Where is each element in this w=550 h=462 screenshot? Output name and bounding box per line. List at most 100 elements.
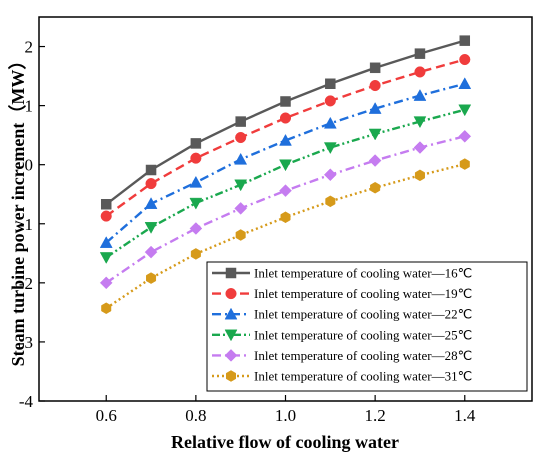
data-point bbox=[190, 138, 202, 149]
data-point bbox=[279, 184, 292, 198]
data-point bbox=[189, 175, 203, 188]
legend-label: Inlet temperature of cooling water—22℃ bbox=[254, 307, 472, 322]
y-axis-ticks: -4 -3 -2 -1 0 1 2 bbox=[19, 38, 45, 411]
data-point bbox=[145, 178, 157, 190]
data-point bbox=[235, 229, 246, 241]
y-tick-label: -2 bbox=[19, 274, 33, 293]
legend-label: Inlet temperature of cooling water—31℃ bbox=[254, 369, 472, 384]
legend-label: Inlet temperature of cooling water—16℃ bbox=[254, 266, 472, 281]
data-point bbox=[325, 78, 336, 90]
data-point bbox=[189, 222, 203, 235]
legend-item: Inlet temperature of cooling water—19℃ bbox=[212, 286, 472, 301]
data-point bbox=[144, 197, 158, 209]
legend-label: Inlet temperature of cooling water—25℃ bbox=[254, 327, 472, 342]
data-point bbox=[368, 154, 382, 167]
legend-marker bbox=[225, 370, 237, 382]
data-point bbox=[413, 141, 427, 154]
data-point bbox=[414, 66, 426, 78]
data-point bbox=[279, 159, 292, 172]
data-point bbox=[370, 181, 381, 194]
data-point bbox=[190, 248, 201, 260]
x-tick-label: 1.4 bbox=[454, 406, 476, 425]
legend-box bbox=[206, 261, 528, 392]
series-5 bbox=[99, 129, 472, 290]
data-point bbox=[279, 133, 292, 146]
legend-marker bbox=[224, 307, 238, 320]
legend-marker bbox=[224, 349, 238, 362]
y-tick-label: -4 bbox=[19, 392, 34, 411]
series-6 bbox=[101, 158, 470, 315]
y-tick-label: -1 bbox=[19, 215, 33, 234]
legend-item: Inlet temperature of cooling water—28℃ bbox=[212, 348, 472, 363]
legend-marker bbox=[224, 329, 238, 342]
y-tick-label: 0 bbox=[25, 156, 34, 175]
data-point bbox=[413, 116, 427, 129]
data-point bbox=[323, 168, 337, 182]
data-point bbox=[280, 96, 291, 107]
data-point bbox=[144, 222, 158, 234]
data-point bbox=[414, 169, 425, 182]
x-axis-title: Relative flow of cooling water bbox=[171, 432, 399, 452]
data-point bbox=[414, 48, 426, 59]
data-point bbox=[323, 142, 337, 155]
x-tick-label: 1.0 bbox=[275, 406, 296, 425]
legend-marker bbox=[225, 267, 237, 279]
series-2 bbox=[100, 53, 471, 222]
legend-item: Inlet temperature of cooling water—25℃ bbox=[212, 327, 472, 342]
data-point bbox=[235, 116, 246, 127]
data-point bbox=[458, 104, 472, 117]
series-layer bbox=[99, 35, 472, 315]
legend-item: Inlet temperature of cooling water—22℃ bbox=[212, 307, 472, 322]
series-1 bbox=[100, 35, 471, 210]
series-line bbox=[105, 135, 466, 284]
data-point bbox=[324, 95, 336, 107]
y-tick-label: 2 bbox=[25, 38, 34, 57]
x-axis-ticks: 0.6 0.8 1.0 1.2 1.4 bbox=[96, 395, 476, 425]
y-tick-label: -3 bbox=[19, 333, 33, 352]
legend-item: Inlet temperature of cooling water—16℃ bbox=[212, 266, 472, 281]
legend-label: Inlet temperature of cooling water—19℃ bbox=[254, 286, 472, 301]
data-point bbox=[99, 276, 113, 290]
data-point bbox=[459, 35, 471, 46]
data-point bbox=[459, 158, 470, 170]
data-point bbox=[280, 211, 291, 224]
data-point bbox=[369, 62, 381, 74]
data-point bbox=[458, 77, 472, 90]
series-line bbox=[105, 58, 466, 218]
data-point bbox=[100, 210, 112, 222]
data-point bbox=[235, 131, 247, 144]
data-point bbox=[413, 89, 427, 101]
legend-marker bbox=[225, 288, 237, 300]
x-tick-label: 0.8 bbox=[185, 406, 206, 425]
data-point bbox=[368, 128, 382, 141]
data-point bbox=[368, 102, 382, 114]
legend-label: Inlet temperature of cooling water—28℃ bbox=[254, 348, 472, 363]
data-point bbox=[145, 164, 157, 176]
data-point bbox=[99, 236, 113, 248]
data-point bbox=[189, 197, 203, 210]
data-point bbox=[325, 195, 336, 208]
data-point bbox=[99, 252, 113, 264]
data-point bbox=[369, 79, 381, 92]
series-line bbox=[105, 108, 466, 259]
legend-item: Inlet temperature of cooling water—31℃ bbox=[212, 369, 472, 384]
x-tick-label: 0.6 bbox=[96, 406, 117, 425]
x-tick-label: 1.2 bbox=[365, 406, 386, 425]
data-point bbox=[100, 199, 112, 210]
data-point bbox=[234, 179, 248, 192]
legend: Inlet temperature of cooling water—16℃ In… bbox=[206, 261, 528, 392]
data-point bbox=[101, 302, 112, 315]
data-point bbox=[190, 152, 202, 164]
data-point bbox=[458, 129, 472, 143]
data-point bbox=[234, 202, 248, 215]
series-4 bbox=[99, 104, 472, 264]
series-3 bbox=[99, 77, 472, 248]
data-point bbox=[279, 112, 292, 124]
data-point bbox=[459, 53, 471, 66]
data-point bbox=[144, 245, 158, 259]
y-tick-label: 1 bbox=[25, 97, 34, 116]
y-axis-title: Steam turbine power increment（MW） bbox=[8, 52, 28, 367]
data-point bbox=[234, 152, 248, 165]
data-point bbox=[146, 272, 157, 284]
data-point bbox=[323, 116, 337, 129]
